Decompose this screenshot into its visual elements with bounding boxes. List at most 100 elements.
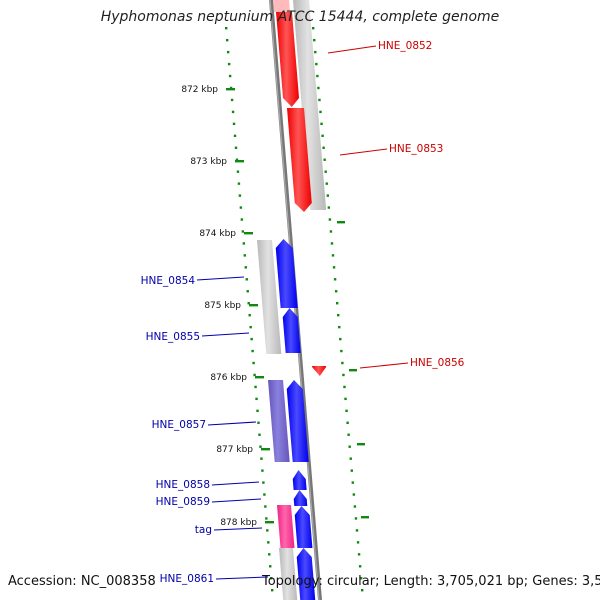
gene-forward-tag [277,505,295,548]
scale-dot [262,481,265,484]
scale-dot [242,242,246,245]
scale-dot [334,290,338,293]
scale-dot [266,529,269,532]
gene-label-leader-hne-0859 [211,498,262,503]
gene-label-hne-0852: HNE_0852 [378,40,432,52]
scale-dot [237,182,241,185]
scale-tick-873 [235,160,244,163]
scale-dot [253,373,256,377]
gene-label-tag: tag [195,524,212,536]
cds-track-block [257,240,282,354]
scale-dot [338,325,341,329]
scale-dot [329,230,333,233]
gene-label-hne-0856: HNE_0856 [410,357,465,369]
gene-forward-hne-0859 [293,490,308,506]
scale-dot [315,62,318,66]
gene-reverse-faded [273,0,290,12]
scale-dot [327,206,331,209]
scale-dot [314,50,317,54]
scale-dot [357,553,361,556]
scale-dot [361,589,364,592]
scale-dot [260,457,263,460]
scale-dot [233,134,237,138]
scale-major-tick [349,369,357,372]
gene-reverse-hne-0856 [312,366,327,376]
accession-text: Accession: NC_008358 [8,574,156,589]
scale-dot [254,385,257,389]
scale-label-874: 874 kbp [199,229,236,239]
gene-reverse-hne-0853 [287,108,312,212]
cds-track-block [279,548,298,600]
scale-dot [337,313,340,317]
scale-tick-874 [244,232,253,235]
scale-dot [328,218,332,221]
gene-label-leader-hne-0853 [339,148,388,156]
scale-dot [325,182,328,185]
gene-label-leader-hne-0855 [201,332,250,337]
scale-dot [313,38,316,42]
gene-label-leader-hne-0858 [211,481,260,486]
scale-tick-877 [261,448,270,451]
scale-dot [259,445,262,448]
scale-major-tick [337,221,345,224]
scale-dot [239,206,243,209]
scale-dot [269,565,272,568]
scale-dot [345,409,348,413]
scale-dot [231,110,235,114]
scale-dot [350,469,353,472]
scale-dot [324,170,327,173]
scale-dot [332,266,336,269]
scale-dot [356,541,360,544]
scale-dot [271,589,274,592]
scale-dot [339,337,342,341]
scale-tick-875 [249,304,258,307]
scale-dot [330,242,334,245]
gene-label-leader-hne-0861 [215,576,269,580]
gene-forward-hne-0854 [275,239,298,308]
gene-forward-hne-0857-selected [268,380,290,462]
scale-dot [230,98,234,102]
scale-dot [258,433,261,436]
scale-dot [235,158,239,161]
scale-dot [257,421,260,424]
scale-dot [264,505,267,508]
scale-dot [255,397,258,401]
scale-dot [319,110,322,114]
gene-label-hne-0857: HNE_0857 [152,419,206,431]
scale-label-876: 876 kbp [210,373,247,383]
scale-dot [265,517,268,520]
scale-dot [316,74,319,78]
scale-dot [229,86,233,90]
gene-label-leader-hne-0856 [359,362,409,369]
scale-dot [234,146,238,149]
scale-dot [321,134,324,138]
scale-dot [322,146,325,149]
scale-dot [354,517,358,520]
scale-dot [326,194,329,197]
scale-dot [349,457,352,460]
gene-label-leader-tag [213,527,263,531]
scale-dot [346,421,349,424]
scale-dot [343,385,346,389]
gene-forward-hne-0855 [282,308,301,353]
scale-dot [236,170,240,173]
scale-dot [248,313,251,317]
scale-dot [323,158,326,161]
scale-label-873: 873 kbp [190,157,227,167]
scale-dot [318,98,321,102]
gene-label-leader-hne-0857 [207,421,257,426]
scale-dot [359,577,363,580]
scale-dot [228,74,232,78]
scale-dot [268,553,271,556]
scale-dot [246,290,249,293]
scale-dot [355,529,359,532]
scale-label-877: 877 kbp [216,445,253,455]
scale-tick-878 [265,521,274,524]
scale-dot [341,361,344,365]
scale-dot [312,27,315,30]
scale-dot [348,445,351,448]
gene-label-hne-0853: HNE_0853 [389,143,443,155]
scale-dot [342,373,345,377]
genome-stats-text: Topology: circular; Length: 3,705,021 bp… [262,574,600,589]
scale-tick-872 [226,88,235,91]
